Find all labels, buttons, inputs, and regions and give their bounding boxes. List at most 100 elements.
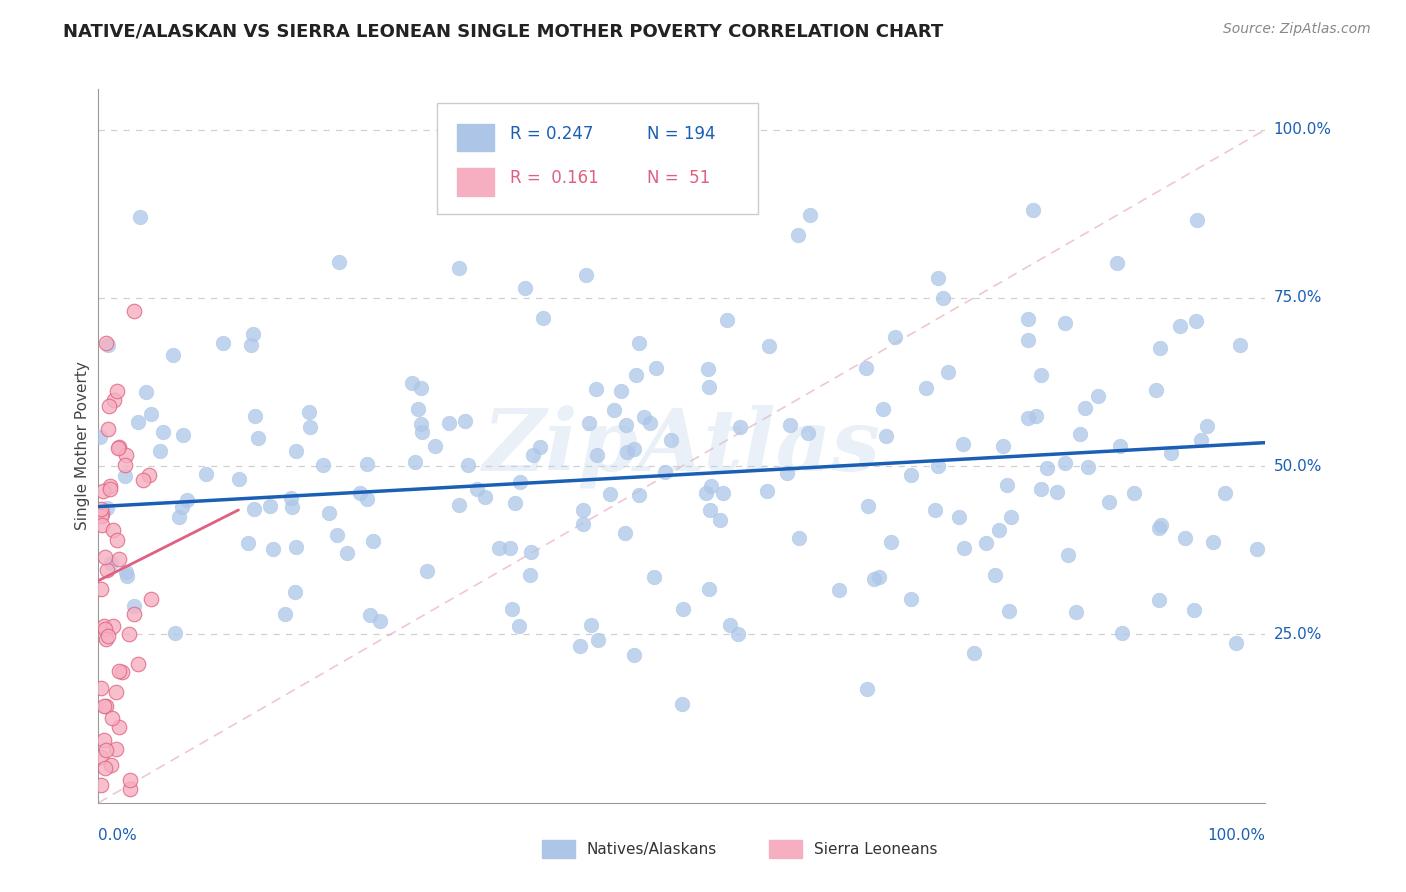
Point bbox=[108, 441, 131, 455]
Point bbox=[963, 646, 986, 660]
Point bbox=[1021, 202, 1043, 217]
Point bbox=[1077, 459, 1099, 474]
Text: 100.0%: 100.0% bbox=[1274, 122, 1331, 137]
Text: R = 0.247: R = 0.247 bbox=[510, 125, 593, 143]
Point bbox=[1182, 602, 1205, 616]
Point bbox=[93, 699, 115, 714]
Point bbox=[139, 407, 162, 421]
Point bbox=[114, 458, 136, 472]
Point bbox=[1149, 593, 1171, 607]
Point bbox=[401, 376, 423, 390]
Text: 100.0%: 100.0% bbox=[1208, 828, 1265, 843]
Point bbox=[700, 479, 723, 493]
Point bbox=[995, 477, 1018, 491]
Point bbox=[654, 465, 676, 479]
Bar bbox=[769, 840, 801, 858]
Point bbox=[585, 448, 607, 462]
Point bbox=[599, 487, 621, 501]
Point bbox=[96, 563, 118, 577]
Text: Source: ZipAtlas.com: Source: ZipAtlas.com bbox=[1223, 22, 1371, 37]
Point bbox=[132, 473, 155, 487]
Point bbox=[228, 472, 250, 486]
Point bbox=[101, 711, 124, 725]
Text: NATIVE/ALASKAN VS SIERRA LEONEAN SINGLE MOTHER POVERTY CORRELATION CHART: NATIVE/ALASKAN VS SIERRA LEONEAN SINGLE … bbox=[63, 22, 943, 40]
Point bbox=[799, 208, 821, 222]
Point bbox=[1150, 517, 1173, 532]
Point bbox=[1144, 383, 1167, 397]
Point bbox=[409, 381, 432, 395]
Point bbox=[115, 449, 138, 463]
Y-axis label: Single Mother Poverty: Single Mother Poverty bbox=[75, 361, 90, 531]
Point bbox=[89, 430, 111, 444]
Point bbox=[411, 417, 433, 431]
Point bbox=[91, 518, 114, 533]
Point bbox=[122, 599, 145, 613]
Point bbox=[167, 509, 190, 524]
Point bbox=[299, 419, 322, 434]
Point bbox=[247, 431, 270, 445]
Point bbox=[575, 268, 598, 282]
Point bbox=[100, 758, 122, 772]
Point bbox=[855, 360, 877, 375]
Point bbox=[1168, 319, 1191, 334]
Point bbox=[1017, 333, 1039, 347]
Point bbox=[787, 531, 810, 545]
Point bbox=[103, 393, 125, 408]
Point bbox=[695, 485, 717, 500]
Point bbox=[1036, 461, 1059, 475]
Point bbox=[312, 458, 335, 473]
Point bbox=[1197, 418, 1219, 433]
Text: R =  0.161: R = 0.161 bbox=[510, 169, 599, 187]
Point bbox=[616, 445, 638, 459]
Point bbox=[474, 490, 496, 504]
Point bbox=[927, 270, 949, 285]
Point bbox=[488, 541, 510, 556]
Bar bbox=[457, 168, 494, 195]
Point bbox=[1185, 314, 1208, 328]
Point bbox=[94, 761, 117, 775]
Point bbox=[997, 604, 1019, 618]
Point bbox=[176, 493, 198, 508]
Point bbox=[98, 482, 121, 496]
Point bbox=[697, 380, 720, 394]
Point bbox=[984, 567, 1007, 582]
Point bbox=[586, 633, 609, 648]
Point bbox=[1202, 534, 1225, 549]
Point bbox=[100, 556, 122, 570]
Point bbox=[1122, 486, 1144, 500]
Text: N = 194: N = 194 bbox=[647, 125, 716, 143]
Point bbox=[953, 541, 976, 555]
Point bbox=[875, 429, 897, 443]
Point bbox=[91, 483, 114, 498]
Point bbox=[170, 500, 193, 514]
Point bbox=[274, 607, 297, 621]
Point bbox=[638, 416, 661, 430]
Point bbox=[499, 541, 522, 556]
FancyBboxPatch shape bbox=[437, 103, 758, 214]
Point bbox=[284, 540, 307, 554]
Point bbox=[1031, 368, 1053, 382]
Bar bbox=[541, 840, 575, 858]
Point bbox=[1031, 482, 1053, 496]
Point bbox=[1187, 213, 1209, 227]
Point bbox=[880, 535, 903, 549]
Point bbox=[349, 485, 371, 500]
Point bbox=[872, 402, 894, 417]
Point bbox=[987, 523, 1010, 537]
Point bbox=[644, 360, 666, 375]
Point bbox=[356, 491, 378, 506]
Point bbox=[98, 399, 121, 413]
Point bbox=[1074, 401, 1097, 416]
Point bbox=[924, 503, 946, 517]
Point bbox=[318, 506, 340, 520]
Point bbox=[115, 565, 138, 579]
Point bbox=[120, 772, 142, 787]
Point bbox=[162, 348, 184, 362]
Point bbox=[671, 698, 693, 712]
Point bbox=[285, 444, 308, 458]
Point bbox=[90, 749, 112, 764]
Point bbox=[948, 510, 970, 524]
Point bbox=[447, 498, 470, 512]
Point bbox=[787, 227, 810, 242]
Point bbox=[1098, 495, 1121, 509]
